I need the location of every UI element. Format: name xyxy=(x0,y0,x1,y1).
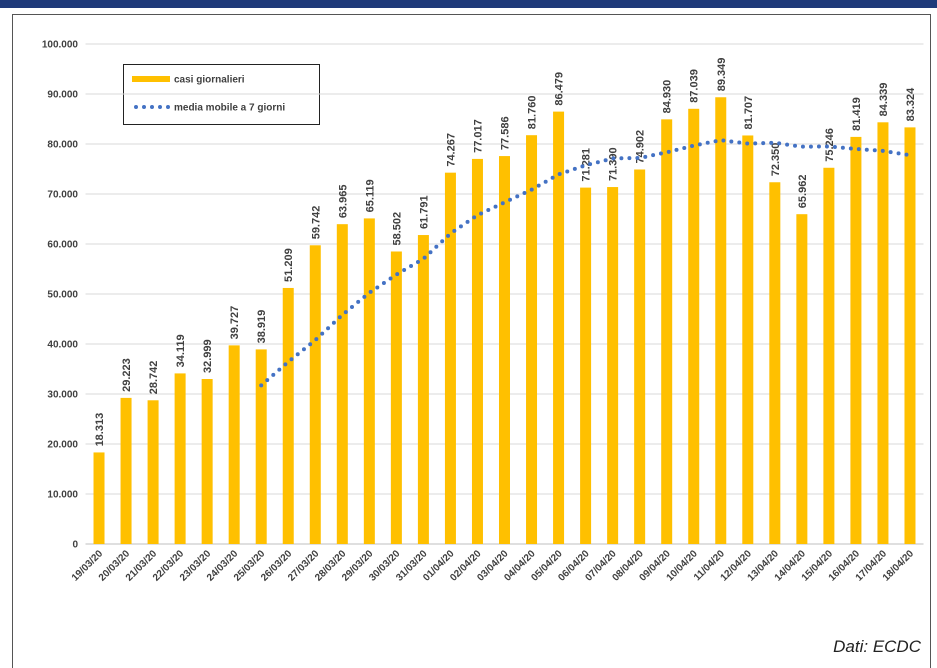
bar xyxy=(444,172,456,545)
value-label: 71.281 xyxy=(581,148,593,182)
y-tick-label: 90.000 xyxy=(47,90,78,101)
bar xyxy=(904,127,916,544)
y-tick-label: 20.000 xyxy=(47,440,78,451)
legend-label: casi giornalieri xyxy=(174,75,245,86)
header-bar xyxy=(0,0,937,8)
moving-average-line xyxy=(259,138,912,388)
y-tick-label: 30.000 xyxy=(47,390,78,401)
value-label: 81.707 xyxy=(743,96,755,130)
value-label: 81.760 xyxy=(527,96,539,130)
value-label: 61.791 xyxy=(418,195,430,229)
value-label: 87.039 xyxy=(689,69,701,103)
bar xyxy=(877,122,889,545)
value-label: 74.902 xyxy=(635,130,647,164)
value-label: 65.119 xyxy=(364,179,376,212)
y-tick-label: 80.000 xyxy=(47,140,78,151)
bar xyxy=(282,287,294,544)
value-label: 51.209 xyxy=(283,248,295,282)
y-tick-label: 70.000 xyxy=(47,190,78,201)
value-label: 84.339 xyxy=(878,83,890,117)
bar xyxy=(390,251,402,545)
bar xyxy=(742,135,754,544)
legend-label: media mobile a 7 giorni xyxy=(174,103,285,114)
bar xyxy=(93,452,105,544)
y-tick-label: 40.000 xyxy=(47,340,78,351)
bar xyxy=(417,235,429,545)
legend-swatch xyxy=(132,76,170,82)
y-tick-label: 50.000 xyxy=(47,290,78,301)
value-label: 34.119 xyxy=(175,334,187,367)
bar xyxy=(147,400,159,544)
value-label: 39.727 xyxy=(229,306,241,340)
value-label: 18.313 xyxy=(94,413,106,447)
bar xyxy=(336,224,348,545)
value-label: 86.479 xyxy=(554,72,566,106)
y-tick-label: 60.000 xyxy=(47,240,78,251)
bar xyxy=(661,119,673,544)
value-label: 28.742 xyxy=(148,361,160,395)
bar xyxy=(796,214,808,544)
value-label: 38.919 xyxy=(256,310,268,344)
value-label: 29.223 xyxy=(121,358,133,392)
bar xyxy=(120,397,132,544)
bar xyxy=(174,373,186,544)
value-label: 74.267 xyxy=(445,133,457,167)
bar xyxy=(228,345,240,544)
value-label: 75.246 xyxy=(824,128,836,162)
value-label: 83.324 xyxy=(905,87,917,122)
value-label: 77.586 xyxy=(500,116,512,150)
y-tick-label: 100.000 xyxy=(42,40,79,51)
bar xyxy=(499,156,510,544)
bar xyxy=(715,97,727,544)
bar xyxy=(201,379,213,544)
value-label: 32.999 xyxy=(202,339,214,373)
bar xyxy=(634,169,646,545)
value-label: 58.502 xyxy=(391,212,403,246)
value-label: 81.419 xyxy=(851,97,863,131)
bar xyxy=(309,245,321,545)
y-tick-label: 0 xyxy=(72,540,78,551)
bar xyxy=(823,167,835,544)
value-label: 72.350 xyxy=(770,143,782,177)
value-label: 89.349 xyxy=(716,58,728,92)
value-label: 71.390 xyxy=(608,147,620,181)
bar xyxy=(363,218,375,544)
value-label: 59.742 xyxy=(310,206,322,240)
bar xyxy=(471,158,483,545)
value-label: 63.965 xyxy=(337,185,349,219)
value-label: 84.930 xyxy=(662,80,674,114)
value-label: 65.962 xyxy=(797,175,809,209)
bar xyxy=(607,187,619,545)
bar xyxy=(688,108,700,545)
value-label: 77.017 xyxy=(472,119,484,153)
bar xyxy=(580,187,592,544)
bar xyxy=(255,349,267,544)
source-note: Dati: ECDC xyxy=(833,637,922,656)
bar xyxy=(553,111,565,544)
bar xyxy=(769,182,781,544)
y-tick-label: 10.000 xyxy=(47,490,78,501)
bar xyxy=(526,135,538,544)
bar xyxy=(850,136,862,544)
